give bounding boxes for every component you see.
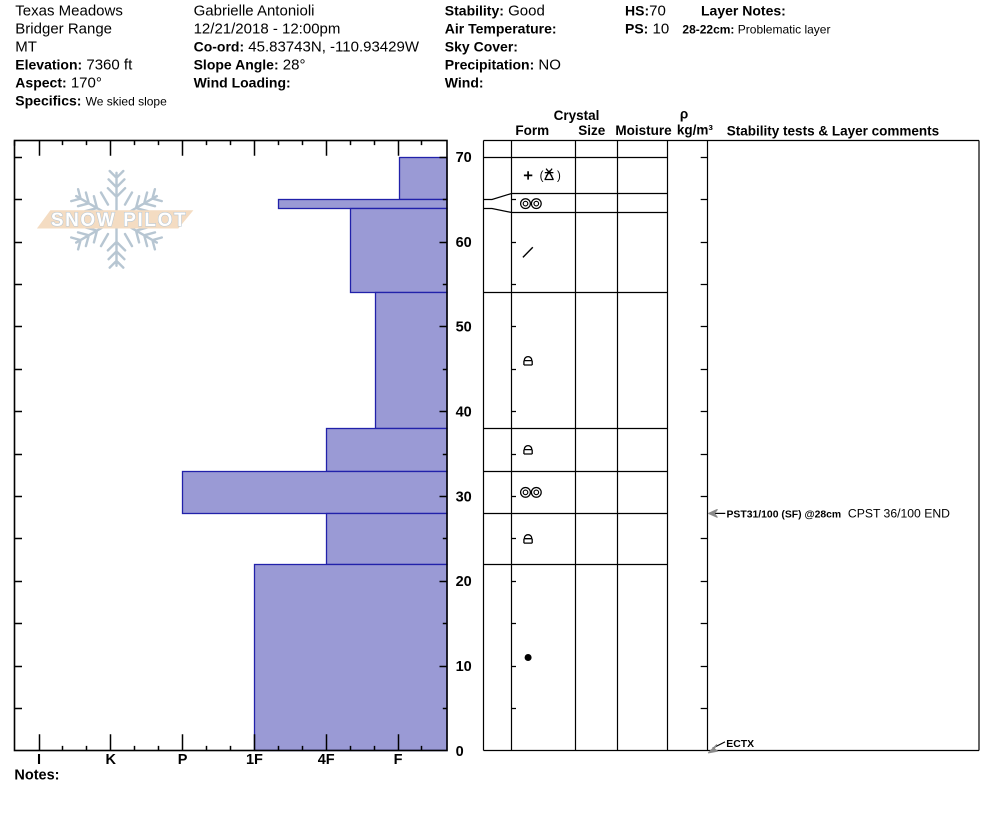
svg-text:Aspect: 170°: Aspect: 170° <box>15 75 102 92</box>
svg-text:Slope Angle: 28°: Slope Angle: 28° <box>194 57 306 74</box>
svg-text:P: P <box>178 752 188 768</box>
svg-text:ECTX: ECTX <box>726 739 754 750</box>
svg-text:Form: Form <box>515 123 549 138</box>
svg-text:Stability: Good: Stability: Good <box>445 3 545 20</box>
svg-text:PST31/100 (SF) @28cm: PST31/100 (SF) @28cm <box>727 509 842 520</box>
svg-text:Wind:: Wind: <box>445 75 484 91</box>
svg-text:MT: MT <box>15 39 37 56</box>
svg-text:Elevation: 7360 ft: Elevation: 7360 ft <box>15 57 133 74</box>
svg-text:PS: 10: PS: 10 <box>625 21 669 38</box>
svg-text:F: F <box>394 752 403 768</box>
svg-text:28-22cm: Problematic layer: 28-22cm: Problematic layer <box>682 23 830 37</box>
svg-text:): ) <box>557 171 561 183</box>
svg-text:SNOW PILOT: SNOW PILOT <box>51 210 187 231</box>
svg-text:20: 20 <box>456 574 472 590</box>
svg-text:Sky Cover:: Sky Cover: <box>445 39 518 55</box>
svg-text:Co-ord: 45.83743N, -110.93429W: Co-ord: 45.83743N, -110.93429W <box>194 39 420 56</box>
svg-text:60: 60 <box>456 235 472 251</box>
svg-text:ρ: ρ <box>680 106 688 121</box>
svg-text:4F: 4F <box>318 752 335 768</box>
svg-text:30: 30 <box>456 489 472 505</box>
svg-text:Air Temperature:: Air Temperature: <box>445 21 557 37</box>
svg-text:Stability tests & Layer commen: Stability tests & Layer comments <box>727 123 939 138</box>
svg-text:Size: Size <box>578 123 606 138</box>
svg-text:Moisture: Moisture <box>615 123 672 138</box>
svg-text:Specifics: We skied slope: Specifics: We skied slope <box>15 92 167 109</box>
svg-text:0: 0 <box>456 744 464 760</box>
svg-text:HS:70: HS:70 <box>625 3 666 20</box>
svg-text:K: K <box>106 752 117 768</box>
svg-text:40: 40 <box>456 405 472 421</box>
svg-text:Layer Notes:: Layer Notes: <box>701 3 786 19</box>
svg-text:12/21/2018 - 12:00pm: 12/21/2018 - 12:00pm <box>194 21 341 38</box>
svg-text:Precipitation: NO: Precipitation: NO <box>445 57 561 74</box>
svg-text:Notes:: Notes: <box>14 768 59 784</box>
svg-text:50: 50 <box>456 320 472 336</box>
svg-text:Gabrielle Antonioli: Gabrielle Antonioli <box>194 3 315 20</box>
svg-text:I: I <box>37 752 41 768</box>
svg-text:Bridger Range: Bridger Range <box>15 21 112 38</box>
svg-text:Wind Loading:: Wind Loading: <box>194 75 291 91</box>
svg-text:10: 10 <box>456 659 472 675</box>
svg-text:Texas Meadows: Texas Meadows <box>15 3 123 20</box>
svg-text:(: ( <box>540 171 544 183</box>
svg-text:1F: 1F <box>246 752 263 768</box>
svg-text:CPST 36/100 END: CPST 36/100 END <box>848 507 950 521</box>
svg-text:kg/m³: kg/m³ <box>677 123 714 138</box>
svg-text:70: 70 <box>456 150 472 166</box>
svg-text:Crystal: Crystal <box>554 108 600 123</box>
